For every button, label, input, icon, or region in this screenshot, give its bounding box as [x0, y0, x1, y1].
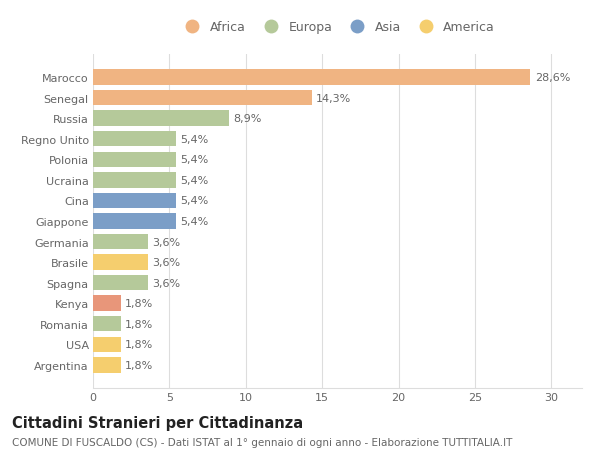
Bar [93, 91, 311, 106]
Text: 1,8%: 1,8% [125, 298, 154, 308]
Bar [93, 70, 530, 85]
Bar [93, 234, 148, 250]
Text: 5,4%: 5,4% [180, 134, 208, 145]
Bar [93, 214, 176, 229]
Text: 1,8%: 1,8% [125, 340, 154, 349]
Bar [93, 358, 121, 373]
Text: 3,6%: 3,6% [152, 278, 181, 288]
Text: 28,6%: 28,6% [535, 73, 570, 83]
Text: COMUNE DI FUSCALDO (CS) - Dati ISTAT al 1° gennaio di ogni anno - Elaborazione T: COMUNE DI FUSCALDO (CS) - Dati ISTAT al … [12, 437, 512, 447]
Bar [93, 255, 148, 270]
Text: 1,8%: 1,8% [125, 360, 154, 370]
Text: 5,4%: 5,4% [180, 196, 208, 206]
Bar [93, 111, 229, 127]
Bar [93, 337, 121, 352]
Text: Cittadini Stranieri per Cittadinanza: Cittadini Stranieri per Cittadinanza [12, 415, 303, 431]
Bar [93, 193, 176, 209]
Text: 8,9%: 8,9% [233, 114, 262, 124]
Bar [93, 152, 176, 168]
Text: 14,3%: 14,3% [316, 94, 352, 103]
Bar [93, 316, 121, 332]
Text: 3,6%: 3,6% [152, 237, 181, 247]
Bar [93, 173, 176, 188]
Text: 3,6%: 3,6% [152, 257, 181, 268]
Text: 5,4%: 5,4% [180, 175, 208, 185]
Text: 5,4%: 5,4% [180, 155, 208, 165]
Bar [93, 132, 176, 147]
Bar [93, 275, 148, 291]
Bar [93, 296, 121, 311]
Text: 1,8%: 1,8% [125, 319, 154, 329]
Legend: Africa, Europa, Asia, America: Africa, Europa, Asia, America [180, 22, 495, 34]
Text: 5,4%: 5,4% [180, 217, 208, 226]
